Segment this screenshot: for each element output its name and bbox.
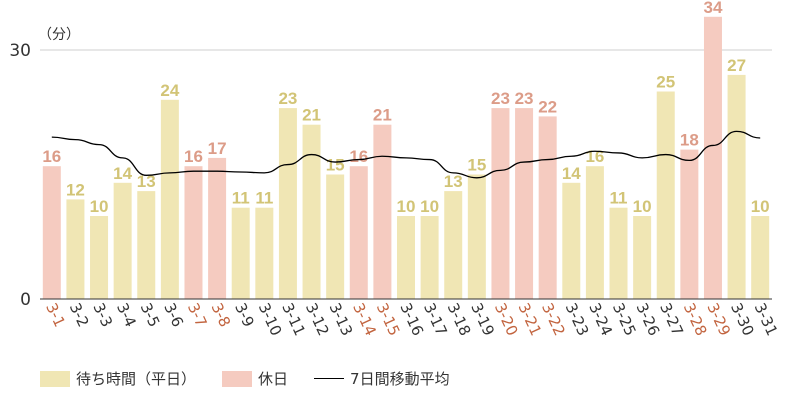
x-tick-label: 3-6 [160,300,187,330]
bar-value-label: 16 [42,147,61,166]
bar-value-label: 18 [680,131,699,150]
x-tick-label: 3-1 [42,300,69,330]
bar [302,124,321,299]
bar [184,166,203,299]
bar [751,216,770,299]
x-tick-label: 3-5 [137,300,164,330]
legend-swatch-moving-average [314,378,345,379]
bar-value-label: 16 [349,147,368,166]
bar-value-label: 14 [562,164,581,183]
bar-value-label: 13 [137,172,156,191]
legend-item-moving-average: 7日間移動平均 [314,368,450,389]
bar [397,216,415,299]
legend-item-holiday: 休日 [222,368,288,389]
bar [208,157,227,299]
bar-value-label: 10 [397,197,416,216]
y-tick-label: 0 [20,290,31,310]
bar [538,116,557,300]
bar [703,16,722,300]
bar-value-label: 10 [420,197,439,216]
bar [42,166,61,299]
bar-value-label: 11 [232,189,250,208]
bar-value-label: 11 [255,189,273,208]
bar-value-label: 21 [302,106,321,125]
bar-value-label: 25 [656,73,675,92]
bar [160,99,179,299]
x-tick-label: 3-31 [751,300,782,338]
bar [137,191,156,299]
legend-label-holiday: 休日 [258,370,289,388]
bar [66,199,85,299]
bar [349,166,368,299]
bar-value-label: 14 [113,164,132,183]
bar-value-label: 27 [727,56,746,75]
x-axis-ticks: 3-13-23-33-43-53-63-73-83-93-103-113-123… [42,300,781,338]
legend-item-weekday: 待ち時間（平日） [40,368,196,389]
bar-value-label: 17 [208,139,227,158]
bar [90,216,109,299]
bar-value-label: 11 [610,189,628,208]
legend-swatch-weekday [40,370,70,387]
bar [656,91,675,299]
bar-value-label: 15 [326,156,345,175]
bar [278,108,297,299]
legend-label-moving-average: 7日間移動平均 [350,370,450,388]
moving-average [51,130,761,179]
legend-label-weekday: 待ち時間（平日） [76,370,197,388]
bar [515,108,534,299]
bar [113,182,132,299]
bar-value-label: 10 [751,197,770,216]
bar-value-label: 23 [491,89,510,108]
bar [727,74,746,300]
y-tick-label: 30 [9,41,31,61]
legend: 待ち時間（平日） 休日 7日間移動平均 [40,368,476,389]
bar [562,182,581,299]
unit-label: （分） [38,27,80,43]
bar [585,166,604,299]
bar [231,207,250,299]
x-tick-label: 3-9 [231,300,258,330]
bar [373,124,392,299]
x-tick-label: 3-2 [66,300,93,330]
moving-average-line [51,130,761,179]
x-tick-label: 3-7 [184,300,211,330]
bar [680,149,699,299]
bar-value-label: 21 [373,106,392,125]
y-axis-ticks: 0 30 [9,41,31,310]
bar-value-label: 22 [538,97,557,116]
bars [42,16,770,300]
bar-value-label: 10 [90,197,109,216]
bar-value-label: 10 [633,197,652,216]
bar [491,108,510,299]
bar [633,216,652,299]
bar [326,174,345,299]
bar-value-label: 12 [66,180,85,199]
bar [467,174,486,299]
bar-value-label: 13 [444,172,463,191]
bar [609,207,628,299]
x-tick-label: 3-4 [113,300,140,330]
bar-value-label: 23 [515,89,534,108]
bar-value-label: 23 [278,89,297,108]
bar-value-label: 16 [184,147,203,166]
bar [444,191,463,299]
bar-value-label: 16 [585,147,604,166]
bar [420,216,439,299]
bar [255,207,274,299]
x-tick-label: 3-8 [207,300,234,330]
x-tick-label: 3-3 [89,300,116,330]
bar-value-label: 24 [160,81,179,100]
bar-value-label: 15 [467,156,486,175]
bar-value-label: 34 [704,0,723,17]
legend-swatch-holiday [222,370,253,387]
